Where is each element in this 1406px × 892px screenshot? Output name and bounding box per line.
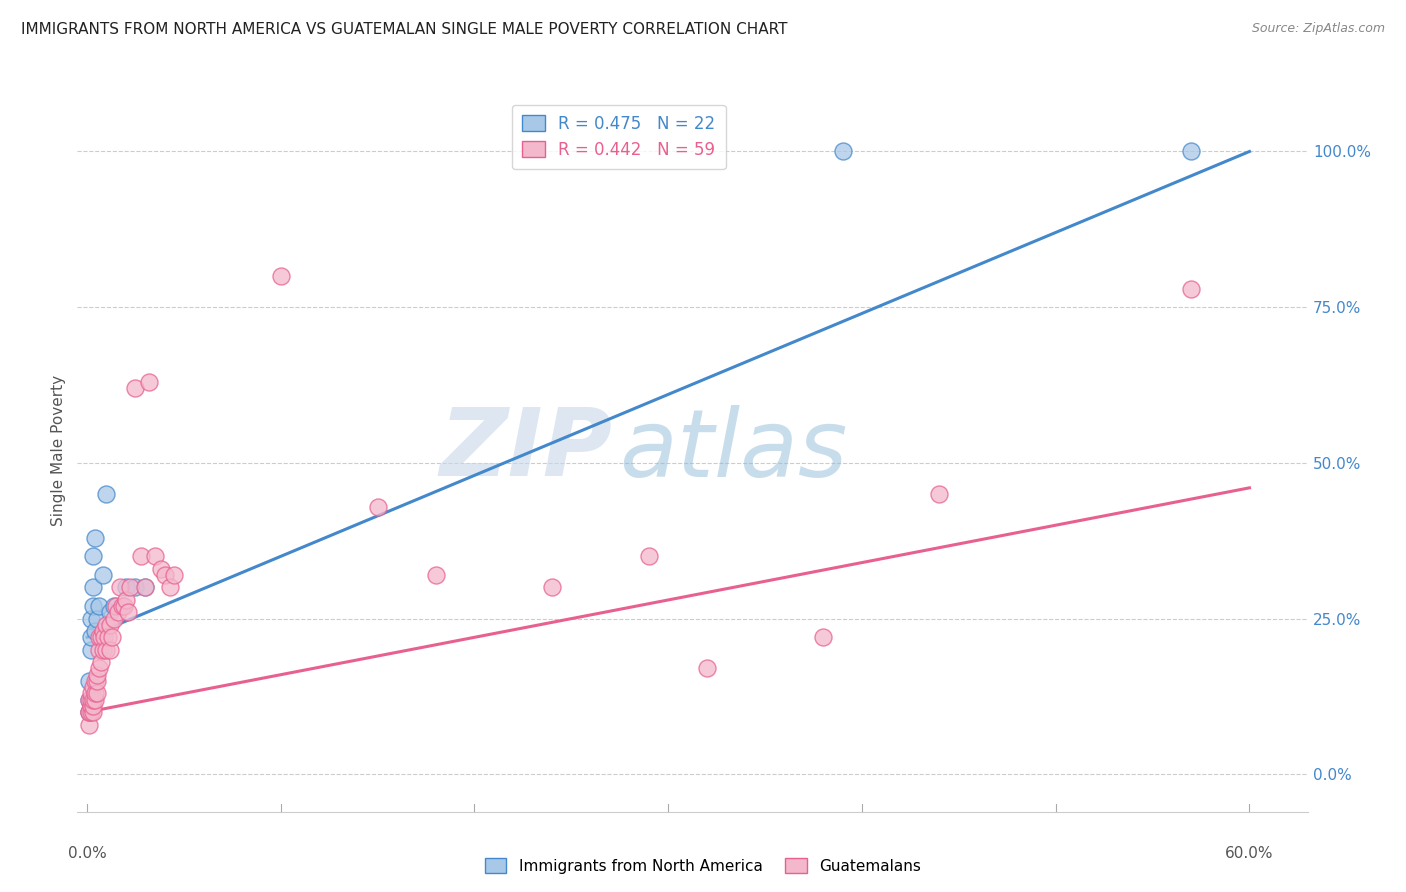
Point xyxy=(96,618,118,632)
Point xyxy=(541,581,564,595)
Point xyxy=(80,612,103,626)
Point xyxy=(138,375,160,389)
Point xyxy=(83,692,105,706)
Point xyxy=(86,686,108,700)
Point xyxy=(83,686,105,700)
Point xyxy=(86,612,108,626)
Point xyxy=(82,680,104,694)
Point xyxy=(87,642,110,657)
Text: Source: ZipAtlas.com: Source: ZipAtlas.com xyxy=(1251,22,1385,36)
Point xyxy=(103,612,125,626)
Point xyxy=(124,381,146,395)
Point xyxy=(77,705,100,719)
Point xyxy=(103,599,125,614)
Point xyxy=(153,568,176,582)
Point xyxy=(98,642,121,657)
Point xyxy=(80,686,103,700)
Point xyxy=(367,500,389,514)
Point xyxy=(82,581,104,595)
Point xyxy=(105,599,128,614)
Point xyxy=(91,642,114,657)
Point xyxy=(91,568,114,582)
Point xyxy=(83,673,105,688)
Point xyxy=(80,642,103,657)
Point xyxy=(159,581,181,595)
Text: ZIP: ZIP xyxy=(440,404,613,497)
Point xyxy=(77,705,100,719)
Point xyxy=(82,698,104,713)
Point xyxy=(134,581,156,595)
Point xyxy=(83,531,105,545)
Point xyxy=(696,661,718,675)
Point xyxy=(124,581,146,595)
Text: IMMIGRANTS FROM NORTH AMERICA VS GUATEMALAN SINGLE MALE POVERTY CORRELATION CHAR: IMMIGRANTS FROM NORTH AMERICA VS GUATEMA… xyxy=(21,22,787,37)
Point xyxy=(77,705,100,719)
Point xyxy=(163,568,186,582)
Point xyxy=(114,581,136,595)
Point xyxy=(637,549,659,564)
Point xyxy=(101,630,124,644)
Legend: Immigrants from North America, Guatemalans: Immigrants from North America, Guatemala… xyxy=(479,852,927,880)
Point xyxy=(82,549,104,564)
Point xyxy=(77,692,100,706)
Point xyxy=(118,581,141,595)
Point xyxy=(90,655,112,669)
Point xyxy=(80,705,103,719)
Point xyxy=(80,698,103,713)
Point xyxy=(77,673,100,688)
Point xyxy=(129,549,152,564)
Point xyxy=(93,630,115,644)
Point xyxy=(82,599,104,614)
Point xyxy=(98,618,121,632)
Point xyxy=(108,581,131,595)
Point xyxy=(117,606,139,620)
Point xyxy=(87,630,110,644)
Text: 0.0%: 0.0% xyxy=(67,846,107,861)
Point xyxy=(149,562,172,576)
Point xyxy=(82,692,104,706)
Point xyxy=(87,661,110,675)
Point xyxy=(107,606,129,620)
Point xyxy=(86,673,108,688)
Point xyxy=(1180,281,1202,295)
Point xyxy=(143,549,166,564)
Point xyxy=(87,599,110,614)
Point xyxy=(813,630,835,644)
Point xyxy=(96,487,118,501)
Point xyxy=(77,692,100,706)
Text: 60.0%: 60.0% xyxy=(1225,846,1274,861)
Legend: R = 0.475   N = 22, R = 0.442   N = 59: R = 0.475 N = 22, R = 0.442 N = 59 xyxy=(512,104,725,169)
Point xyxy=(77,717,100,731)
Point xyxy=(111,599,134,614)
Point xyxy=(82,705,104,719)
Point xyxy=(86,667,108,681)
Point xyxy=(96,642,118,657)
Point xyxy=(270,268,292,283)
Point xyxy=(928,487,950,501)
Text: atlas: atlas xyxy=(619,405,846,496)
Point xyxy=(1180,145,1202,159)
Point xyxy=(112,599,135,614)
Point xyxy=(98,606,121,620)
Point xyxy=(831,145,853,159)
Point xyxy=(134,581,156,595)
Point xyxy=(97,630,120,644)
Point xyxy=(83,624,105,639)
Y-axis label: Single Male Poverty: Single Male Poverty xyxy=(51,375,66,526)
Point xyxy=(425,568,447,582)
Point xyxy=(114,593,136,607)
Point xyxy=(90,630,112,644)
Point xyxy=(91,624,114,639)
Point xyxy=(80,630,103,644)
Point xyxy=(80,692,103,706)
